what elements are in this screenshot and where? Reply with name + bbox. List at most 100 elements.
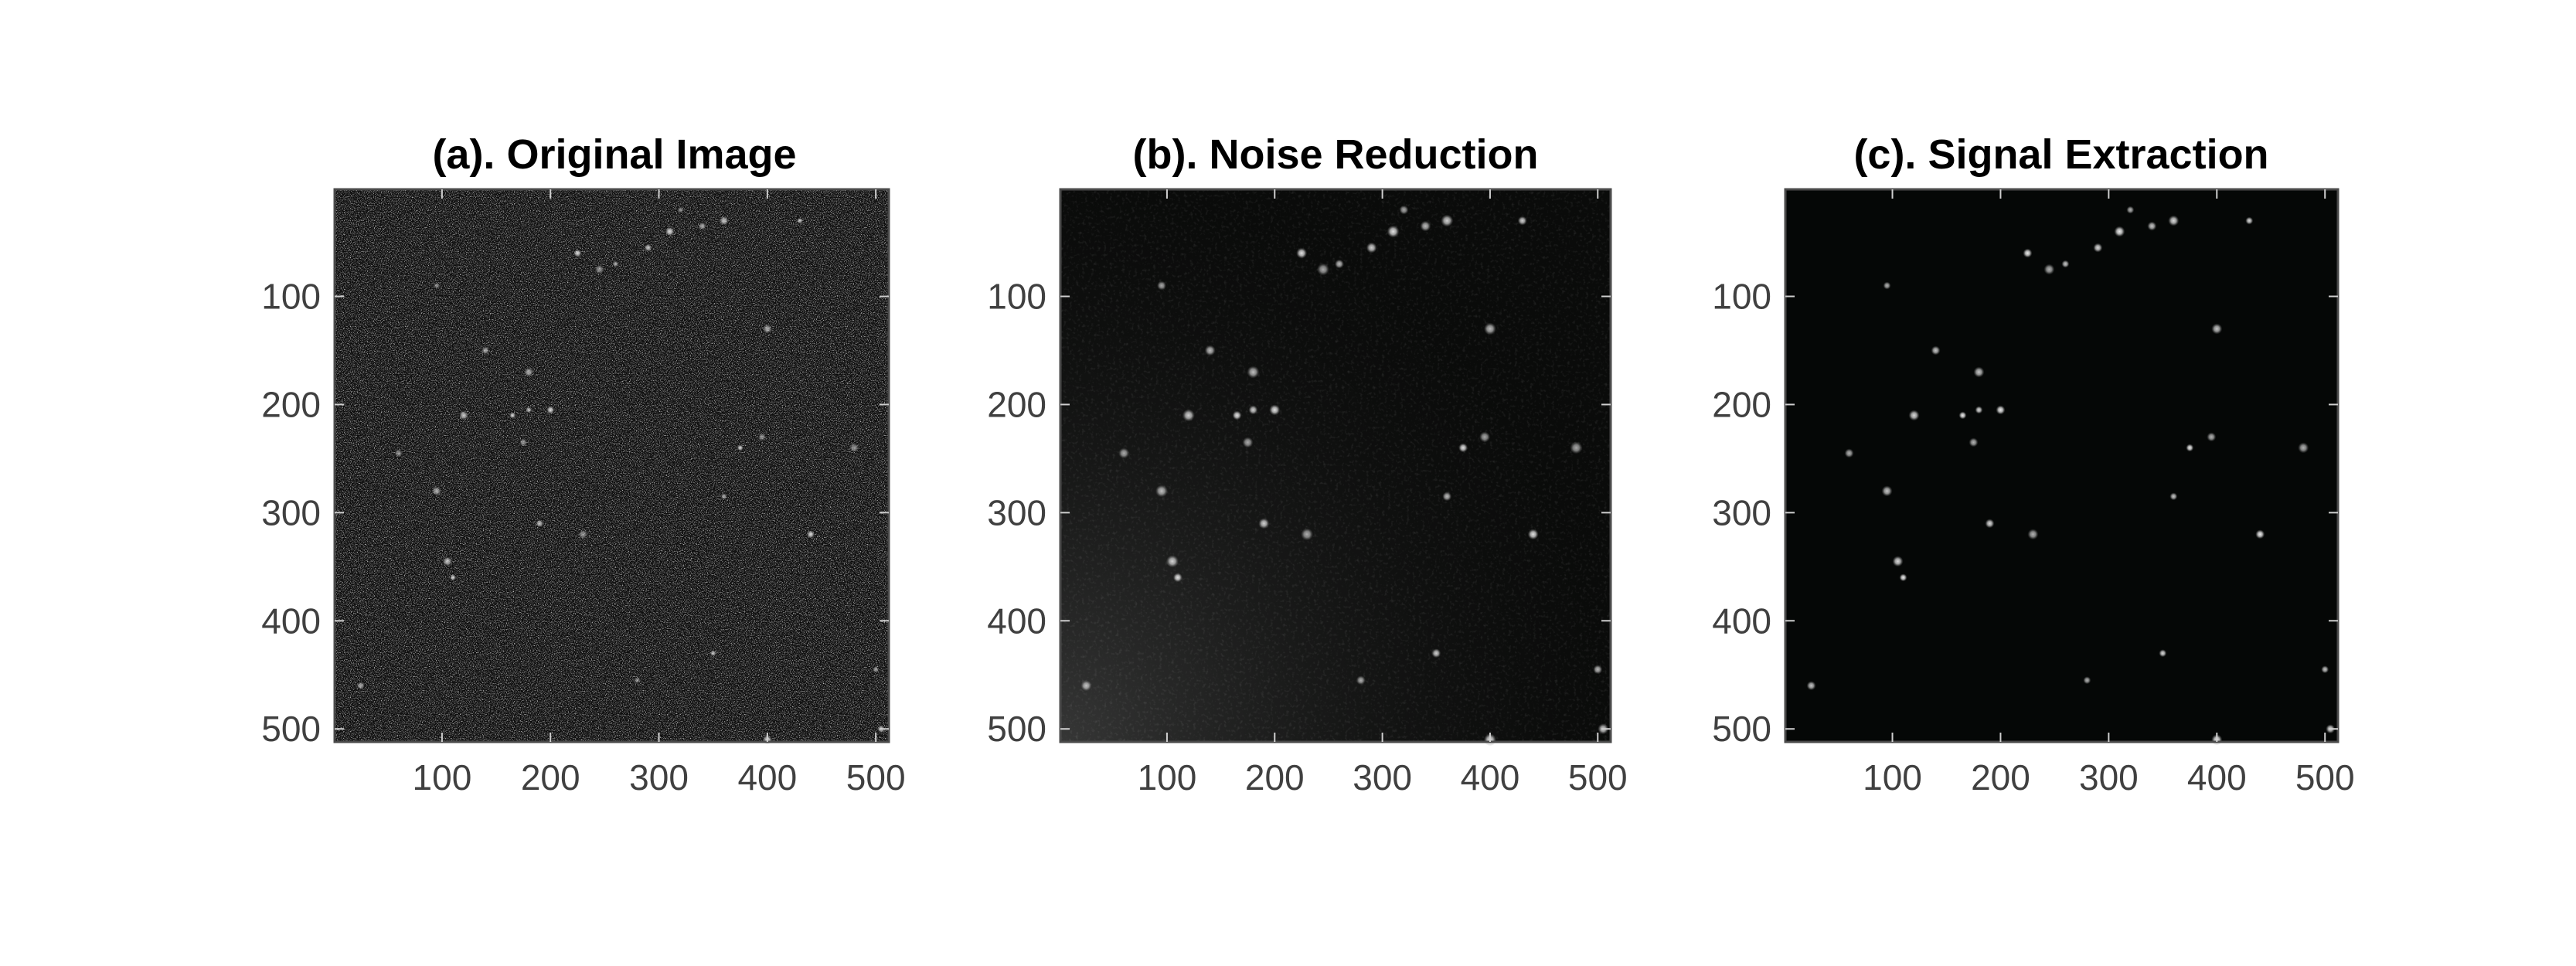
bright-spot	[1908, 410, 1920, 421]
bright-spot	[2159, 649, 2167, 658]
x-tick-label: 400	[737, 757, 797, 798]
y-tick-label: 200	[987, 384, 1046, 424]
bright-spot	[762, 324, 772, 334]
bright-spot	[612, 260, 619, 267]
bright-spot	[509, 412, 516, 419]
tick-layer: 100 200 300 400 500 100 200 300 400 500	[987, 189, 1628, 798]
bright-spot	[1958, 411, 1967, 420]
bright-spot	[1996, 405, 2006, 415]
bright-spot	[1387, 225, 1400, 238]
bright-spot	[1165, 555, 1179, 568]
bright-spot	[2321, 665, 2329, 674]
bright-spot	[1527, 529, 1539, 540]
bright-spot	[1420, 220, 1431, 232]
bright-spot	[1356, 675, 1366, 685]
bright-spot	[431, 486, 441, 496]
bright-spot	[710, 650, 716, 657]
bright-spot	[2061, 260, 2070, 268]
y-tick-label: 200	[261, 384, 321, 424]
x-tick-label: 500	[1568, 757, 1628, 798]
image-denoised	[1060, 189, 1611, 747]
image-grain	[1060, 189, 1611, 742]
bright-spot	[2043, 264, 2055, 275]
bright-spot	[873, 666, 880, 673]
x-tick-label: 500	[2295, 757, 2355, 798]
bright-spot	[578, 529, 588, 539]
y-tick-label: 100	[261, 277, 321, 317]
bright-spot	[2114, 226, 2125, 237]
bright-spot	[594, 264, 604, 274]
bright-spot	[1441, 214, 1454, 227]
bright-spot	[2126, 206, 2135, 214]
bright-spot	[1844, 448, 1854, 458]
panel-title-original: (a). Original Image	[432, 131, 796, 178]
bright-spot	[1334, 259, 1344, 269]
bright-spot	[720, 493, 727, 500]
y-tick-label: 500	[1712, 709, 1771, 749]
x-tick-label: 500	[846, 757, 906, 798]
panel-noise-reduction: (b). Noise Reduction 100 200 300 400 500 100 2…	[987, 131, 1627, 798]
y-tick-label: 100	[987, 277, 1046, 317]
panel-title-noise-reduction: (b). Noise Reduction	[1133, 131, 1539, 178]
bright-spot	[1182, 409, 1195, 422]
y-tick-label: 500	[987, 709, 1046, 749]
x-tick-label: 100	[413, 757, 472, 798]
bright-spot	[2083, 676, 2091, 685]
bright-spot	[449, 574, 456, 581]
bright-spot	[524, 367, 534, 377]
bright-spot	[1301, 528, 1314, 541]
bright-spot	[1483, 322, 1496, 335]
bright-spot	[2186, 444, 2194, 452]
bright-spot	[2207, 432, 2217, 442]
bright-spot	[2298, 442, 2309, 454]
y-tick-label: 500	[261, 709, 321, 749]
axes-frame	[1059, 188, 1612, 743]
bright-spot	[1442, 492, 1452, 502]
bright-spot	[2093, 243, 2103, 253]
y-tick-label: 300	[1712, 492, 1771, 532]
bright-spot	[1269, 404, 1281, 416]
bright-spot	[1172, 573, 1183, 583]
bright-spot	[1479, 431, 1490, 443]
y-tick-label: 400	[1712, 600, 1771, 641]
bright-spot	[1156, 281, 1166, 291]
bright-spot	[482, 346, 490, 355]
bright-spot	[2168, 215, 2180, 226]
bright-spot	[519, 438, 528, 447]
bright-spot	[1517, 216, 1527, 226]
bright-spot	[1899, 573, 1907, 582]
bright-spot	[2027, 529, 2039, 540]
bright-spot	[1985, 519, 1995, 529]
bright-spot	[526, 406, 533, 413]
x-tick-label: 200	[1971, 757, 2030, 798]
axes-frame	[333, 188, 890, 743]
y-tick-label: 300	[261, 492, 321, 532]
bright-spot	[1232, 410, 1242, 420]
panel-title-signal-extraction: (c). Signal Extraction	[1853, 131, 2268, 178]
bright-spot	[2023, 248, 2033, 258]
bright-spot	[2147, 221, 2157, 231]
spot-layer	[1806, 206, 2336, 746]
bright-spot	[1080, 680, 1092, 692]
bright-spot	[573, 249, 582, 257]
bright-spot	[634, 677, 641, 684]
bright-spot	[1969, 437, 1979, 447]
bright-spot	[1204, 345, 1216, 356]
bright-spot	[1248, 405, 1258, 415]
bright-spot	[1118, 447, 1130, 459]
bright-spot	[2245, 216, 2254, 225]
y-tick-label: 400	[987, 600, 1046, 641]
bright-spot	[1155, 485, 1168, 498]
bright-spot	[1242, 437, 1254, 448]
image-noise	[335, 189, 889, 742]
bright-spot	[1431, 648, 1441, 658]
bright-spot	[1399, 205, 1409, 215]
y-tick-label: 300	[987, 492, 1046, 532]
y-tick-label: 400	[261, 600, 321, 641]
bright-spot	[1883, 281, 1891, 290]
panel-original-image: (a). Original Image 100 200 300 400 500 100 20…	[261, 131, 905, 798]
bright-spot	[719, 216, 729, 226]
x-tick-label: 200	[1245, 757, 1305, 798]
x-tick-label: 100	[1863, 757, 1922, 798]
